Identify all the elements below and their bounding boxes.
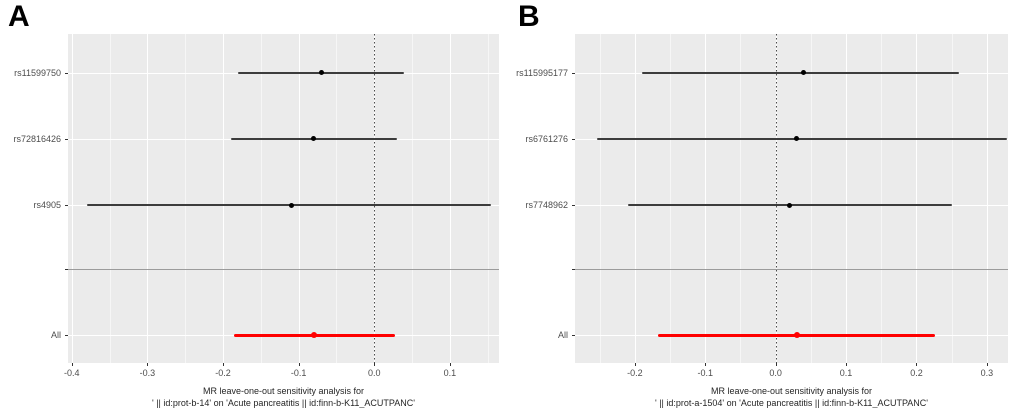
estimate-point [794,136,800,142]
x-tick-mark [987,363,988,366]
minor-gridline [881,34,883,363]
estimate-point [310,332,317,339]
row-label: rs4905 [33,200,61,211]
minor-gridline [260,34,262,363]
x-tick-mark [72,363,73,366]
separator-line [575,269,1008,270]
minor-gridline [740,34,742,363]
plot-area [68,34,499,363]
major-gridline [449,34,451,363]
x-tick-mark [147,363,148,366]
minor-gridline [412,34,414,363]
y-tick-mark [572,269,575,270]
x-axis-caption: MR leave-one-out sensitivity analysis fo… [68,386,499,408]
minor-gridline [109,34,111,363]
panel-b: B rs115995177 rs6761276 rs7748962 All -0.2 -0… [510,0,1020,408]
x-tick-label: -0.2 [215,368,231,378]
x-tick-label: 0.0 [769,368,782,378]
major-gridline [705,34,707,363]
x-tick-label: -0.4 [64,368,80,378]
x-tick-label: -0.3 [139,368,156,378]
panel-letter: A [8,0,30,33]
estimate-point [787,202,793,208]
x-tick-label: 0.0 [367,368,381,378]
minor-gridline [810,34,812,363]
zero-reference-line [776,34,777,363]
row-label: rs115995177 [516,67,568,78]
x-tick-label: 0.2 [910,368,923,378]
minor-gridline [487,34,489,363]
zero-reference-line [374,34,375,363]
major-gridline [223,34,224,363]
major-gridline [298,34,300,363]
y-tick-mark [572,139,575,140]
x-axis-caption-line: ' || id:prot-a-1504' on 'Acute pancreati… [654,397,928,408]
y-tick-mark [65,335,68,336]
row-label: rs11599750 [14,67,61,78]
x-axis-caption-line: MR leave-one-out sensitivity analysis fo… [202,386,365,396]
x-tick-label: 0.1 [443,368,457,378]
y-tick-mark [65,205,68,206]
estimate-point [318,70,324,76]
major-gridline [986,34,988,363]
x-tick-mark [916,363,917,366]
x-tick-mark [223,363,224,366]
x-tick-label: 0.3 [980,368,994,378]
y-tick-mark [65,139,68,140]
major-gridline [147,34,149,363]
x-tick-mark [374,363,375,366]
plot-area [575,34,1008,363]
minor-gridline [599,34,601,363]
confidence-interval-line [641,71,959,74]
y-tick-mark [572,205,575,206]
y-tick-mark [572,73,575,74]
x-tick-label: -0.1 [290,368,307,378]
y-tick-mark [65,269,68,270]
x-tick-label: 0.1 [839,368,853,378]
row-label: rs7748962 [525,200,568,211]
x-tick-label: -0.2 [627,368,643,378]
x-tick-mark [635,363,636,366]
x-tick-mark [846,363,847,366]
minor-gridline [336,34,338,363]
major-gridline [846,34,848,363]
panel-letter: B [518,0,540,33]
x-axis-caption-line: MR leave-one-out sensitivity analysis fo… [710,386,873,396]
separator-line [68,269,499,270]
y-tick-mark [65,73,68,74]
row-label: rs72816426 [13,133,61,144]
x-tick-mark [450,363,451,366]
minor-gridline [185,34,187,363]
major-gridline [71,34,73,363]
row-label: All [50,330,61,341]
estimate-point [288,202,294,208]
x-axis-caption: MR leave-one-out sensitivity analysis fo… [575,386,1008,408]
x-axis-caption-line: ' || id:prot-b-14' on 'Acute pancreatiti… [151,397,415,408]
minor-gridline [951,34,953,363]
row-label: All [557,330,568,341]
x-tick-label: -0.1 [697,368,714,378]
panel-a: A rs11599750 rs72816426 rs4905 All -0.4 -0.3 -… [8,0,499,408]
estimate-point [801,70,807,76]
major-gridline [916,34,918,363]
x-tick-mark [299,363,300,366]
x-tick-mark [705,363,706,366]
y-tick-mark [572,335,575,336]
estimate-point [311,136,317,142]
major-gridline [634,34,636,363]
minor-gridline [670,34,672,363]
x-tick-mark [776,363,777,366]
row-label: rs6761276 [525,133,568,144]
estimate-point [793,332,800,339]
confidence-interval-line [596,137,1007,140]
